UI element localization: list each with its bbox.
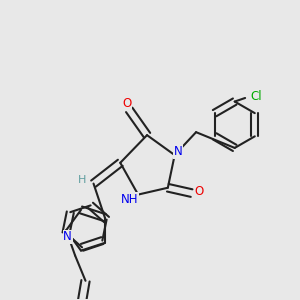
Text: N: N	[63, 230, 72, 243]
Text: N: N	[174, 145, 183, 158]
Text: H: H	[78, 175, 86, 185]
Text: Cl: Cl	[250, 90, 262, 103]
Text: O: O	[194, 185, 204, 198]
Text: O: O	[122, 97, 131, 110]
Text: NH: NH	[120, 193, 138, 206]
